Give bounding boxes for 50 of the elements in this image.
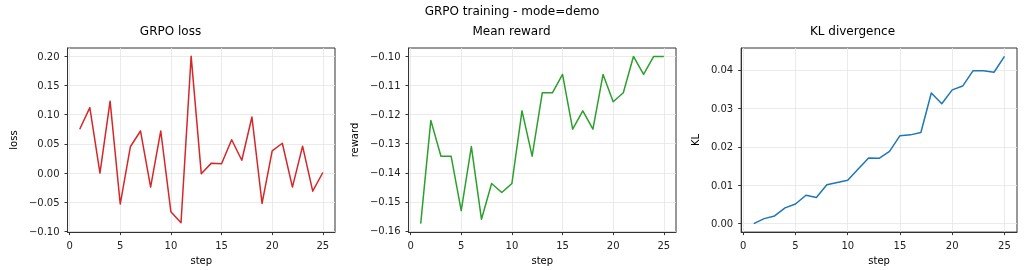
chart-title: Mean reward [472, 24, 551, 38]
y-tick-label: 0.00 [710, 218, 734, 230]
y-tick-label: 0.10 [37, 109, 60, 121]
y-tick-label: −0.11 [369, 80, 401, 92]
x-tick-label: 15 [893, 239, 907, 251]
x-tick-label: 0 [740, 239, 747, 251]
y-tick-label: 0.15 [37, 79, 60, 91]
x-tick-label: 20 [265, 239, 279, 251]
x-tick-label: 5 [792, 239, 799, 251]
x-tick-label: 15 [215, 239, 228, 251]
y-tick-label: 0.04 [710, 64, 734, 76]
y-tick-label: −0.10 [28, 226, 60, 238]
x-tick-label: 25 [998, 239, 1011, 251]
x-axis-title: step [531, 254, 554, 266]
y-tick-label: −0.16 [369, 225, 401, 237]
chart-title: GRPO loss [139, 24, 202, 38]
y-axis-title: KL [689, 133, 701, 147]
x-tick-label: 10 [505, 239, 519, 251]
y-tick-label: −0.13 [369, 138, 401, 150]
x-tick-label: 20 [945, 239, 959, 251]
x-tick-label: 10 [164, 239, 178, 251]
x-axis-title: step [868, 254, 890, 266]
x-tick-label: 0 [407, 239, 414, 251]
y-tick-label: 0.00 [37, 167, 60, 179]
line-series [419, 55, 665, 225]
x-tick-label: 25 [657, 239, 671, 251]
y-tick-label: 0.01 [710, 179, 734, 191]
y-tick-label: −0.10 [369, 50, 401, 62]
y-axis-title: reward [348, 122, 360, 158]
y-axis-title: loss [7, 130, 19, 150]
y-tick-label: −0.05 [28, 196, 60, 208]
line-series [78, 55, 324, 224]
text: GRPO training - mode=demo [423, 4, 601, 18]
y-tick-label: 0.02 [710, 141, 734, 153]
y-tick-label: 0.05 [37, 138, 60, 150]
chart-title: KL divergence [809, 24, 896, 38]
x-tick-label: 0 [66, 239, 73, 251]
x-tick-label: 15 [556, 239, 569, 251]
y-tick-label: −0.14 [369, 167, 401, 179]
y-tick-label: 0.03 [710, 102, 734, 114]
line-series [752, 55, 1006, 225]
x-tick-label: 25 [316, 239, 330, 251]
x-tick-label: 10 [841, 239, 855, 251]
y-tick-label: 0.20 [37, 50, 60, 62]
x-tick-label: 5 [117, 239, 124, 251]
x-tick-label: 20 [606, 239, 620, 251]
y-tick-label: −0.15 [369, 196, 401, 208]
x-axis-title: step [190, 254, 213, 266]
x-tick-label: 5 [458, 239, 465, 251]
y-tick-label: −0.12 [369, 109, 401, 121]
